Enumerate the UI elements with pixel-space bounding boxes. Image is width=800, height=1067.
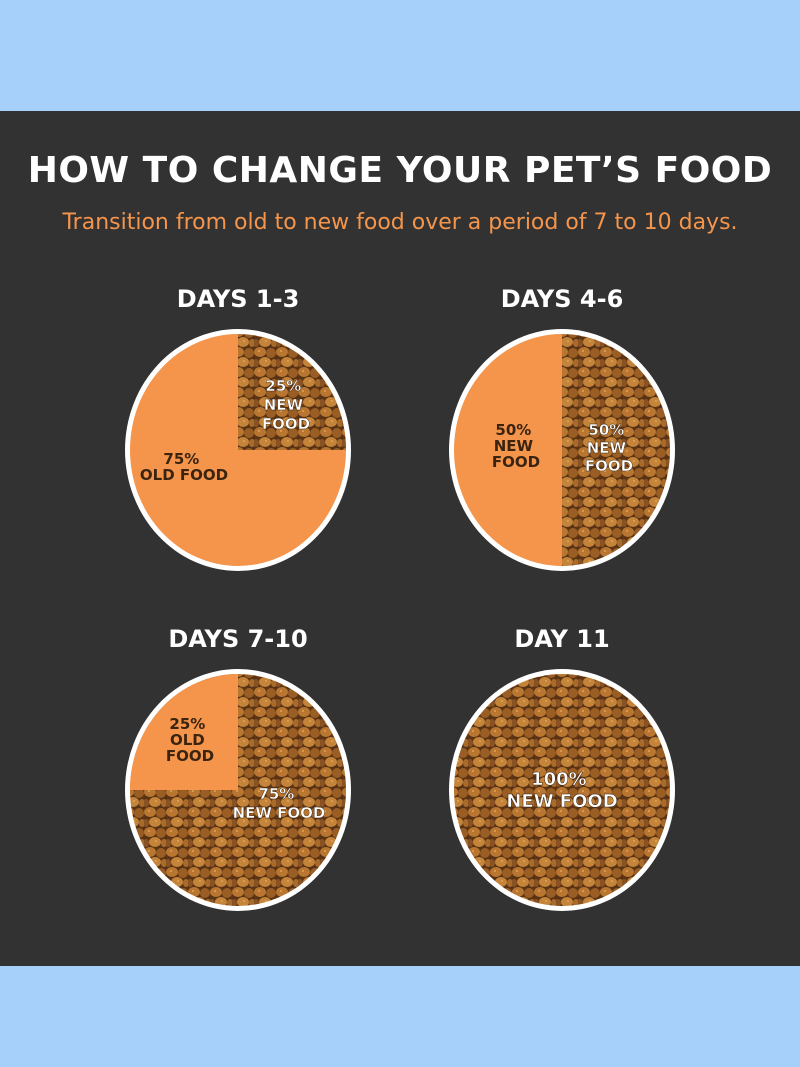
new-food-label: 50% NEW FOOD <box>585 421 633 475</box>
food-bowl-day-11: 100% NEW FOOD <box>449 669 675 911</box>
stage-label-day-11: DAY 11 <box>514 625 610 653</box>
old-food-label: 50% NEW FOOD <box>492 421 540 471</box>
food-bowl-days-7-10: 25% OLD FOOD 75% NEW FOOD <box>125 669 351 911</box>
stage-label-days-7-10: DAYS 7-10 <box>168 625 308 653</box>
new-food-label: 75% NEW FOOD <box>233 785 326 822</box>
page-subtitle: Transition from old to new food over a p… <box>62 210 738 235</box>
old-food-label: 75% OLD FOOD <box>140 450 228 484</box>
food-bowl-days-1-3: 75% OLD FOOD 25% NEW FOOD <box>125 329 351 571</box>
stage-label-days-1-3: DAYS 1-3 <box>176 285 300 313</box>
food-bowl-days-4-6: 50% NEW FOOD 50% NEW FOOD <box>449 329 675 571</box>
new-food-label: 100% NEW FOOD <box>506 769 617 812</box>
page-title: HOW TO CHANGE YOUR PET’S FOOD <box>27 150 773 191</box>
stage-label-days-4-6: DAYS 4-6 <box>500 285 624 313</box>
infographic-panel <box>0 111 800 966</box>
new-food-label: 25% NEW FOOD <box>262 377 310 433</box>
old-food-label: 25% OLD FOOD <box>166 715 214 765</box>
